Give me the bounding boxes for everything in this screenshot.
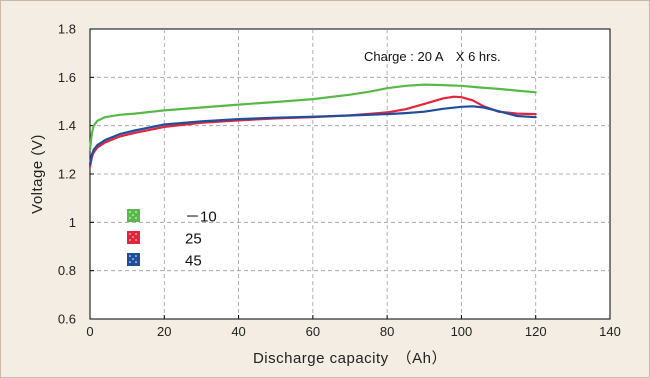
y-tick-label: 0.8 — [58, 263, 76, 278]
legend-label: －10 — [185, 209, 217, 226]
legend-swatch-dot — [135, 255, 137, 257]
legend-label: 25 — [185, 231, 202, 248]
legend-swatch-dot — [129, 239, 131, 241]
x-tick-label: 120 — [525, 324, 547, 339]
legend-swatch-dot — [132, 236, 134, 238]
x-tick-label: 100 — [451, 324, 473, 339]
legend-swatch-dot — [129, 217, 131, 219]
legend-swatch-dot — [132, 214, 134, 216]
y-tick-label: 1.6 — [58, 70, 76, 85]
x-tick-label: 80 — [380, 324, 394, 339]
legend-swatch-dot — [129, 211, 131, 213]
legend-swatch-dot — [135, 261, 137, 263]
charge-annotation: Charge : 20 A X 6 hrs. — [364, 49, 501, 64]
legend-swatch-dot — [135, 211, 137, 213]
y-tick-label: 1.2 — [58, 167, 76, 182]
series-lines — [88, 83, 537, 168]
legend: －10 25 45 — [127, 209, 217, 270]
legend-swatch-dot — [132, 258, 134, 260]
legend-label: 45 — [185, 253, 202, 270]
y-axis-title: Voltage (V) — [29, 134, 46, 214]
x-tick-label: 60 — [306, 324, 320, 339]
y-tick-label: 1.4 — [58, 118, 76, 133]
x-axis-title: Discharge capacity （Ah） — [253, 350, 447, 367]
legend-swatch-dot — [129, 233, 131, 235]
y-tick-label: 0.6 — [58, 312, 76, 327]
legend-swatch-dot — [135, 239, 137, 241]
x-tick-label: 20 — [157, 324, 171, 339]
legend-swatch-dot — [129, 255, 131, 257]
x-tick-label: 40 — [231, 324, 245, 339]
legend-swatch-dot — [135, 233, 137, 235]
y-tick-label: 1.8 — [58, 22, 76, 37]
series-line — [88, 83, 537, 151]
series-line — [88, 105, 537, 166]
x-tick-label: 140 — [599, 324, 621, 339]
x-tick-label: 0 — [86, 324, 93, 339]
legend-swatch-dot — [135, 217, 137, 219]
legend-swatch-dot — [129, 261, 131, 263]
y-tick-label: 1 — [69, 215, 76, 230]
tick-labels: 0 20 40 60 80 100 120 140 0.6 0.8 1 1.2 1.4 1.6 1.8 — [58, 22, 621, 340]
